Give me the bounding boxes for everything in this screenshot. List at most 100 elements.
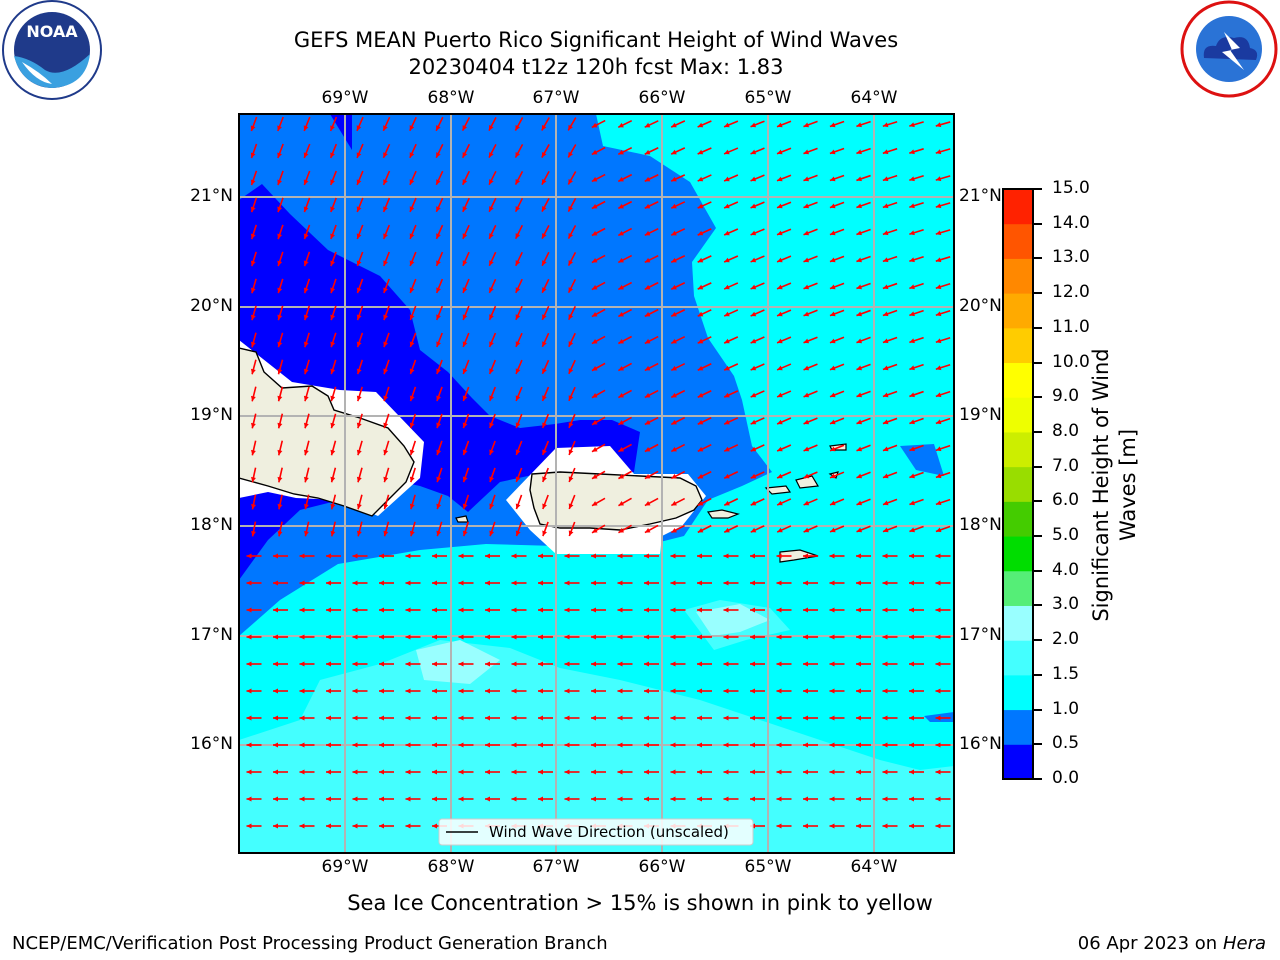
wave-direction-arrow <box>379 553 394 559</box>
wave-direction-arrow <box>935 363 951 371</box>
wave-direction-arrow <box>829 228 845 236</box>
wave-direction-arrow <box>409 116 417 132</box>
wave-direction-arrow <box>935 121 951 128</box>
wave-direction-arrow <box>330 278 337 294</box>
wave-direction-arrow <box>277 440 284 456</box>
wave-direction-arrow <box>829 417 845 425</box>
wave-direction-arrow <box>383 386 390 402</box>
wave-direction-arrow <box>485 715 500 721</box>
colorbar-level-label: 10.0 <box>1052 351 1090 372</box>
wave-direction-arrow <box>697 688 712 694</box>
wave-direction-arrow <box>246 742 262 748</box>
wave-direction-arrow <box>511 607 527 613</box>
wave-direction-arrow <box>330 305 337 321</box>
wave-direction-arrow <box>723 444 739 452</box>
wave-direction-arrow <box>299 769 315 775</box>
wave-direction-arrow <box>723 390 739 398</box>
wave-direction-arrow <box>909 444 924 452</box>
wave-direction-arrow <box>856 471 871 479</box>
wave-direction-arrow <box>485 580 500 586</box>
colorbar-level-label: 5.0 <box>1052 525 1080 546</box>
wave-direction-arrow <box>405 715 421 721</box>
wave-direction-arrow <box>909 823 924 829</box>
wave-direction-arrow <box>856 525 871 533</box>
wave-direction-arrow <box>935 309 951 317</box>
wave-direction-arrow <box>246 769 262 775</box>
wave-direction-arrow <box>568 413 576 429</box>
wave-direction-arrow <box>462 521 470 537</box>
wave-direction-arrow <box>277 278 284 294</box>
wave-direction-arrow <box>541 278 550 294</box>
lat-tick-left: 16°N <box>190 734 233 754</box>
wave-direction-arrow <box>383 494 390 510</box>
wave-direction-arrow <box>409 413 417 429</box>
wave-direction-arrow <box>246 553 262 559</box>
wave-direction-arrow <box>591 580 606 586</box>
wave-direction-arrow <box>409 224 417 240</box>
wave-direction-arrow <box>250 386 257 402</box>
wave-direction-arrow <box>326 769 341 775</box>
lon-tick-top: 64°W <box>850 88 898 108</box>
wave-direction-arrow <box>432 769 447 775</box>
wave-direction-arrow <box>670 661 686 667</box>
wave-direction-arrow <box>409 467 416 483</box>
wave-direction-arrow <box>379 607 394 613</box>
wave-direction-arrow <box>617 769 633 775</box>
wave-direction-arrow <box>644 580 659 586</box>
wave-direction-arrow <box>591 796 606 802</box>
wave-direction-arrow <box>303 143 311 159</box>
wave-direction-arrow <box>909 742 924 748</box>
wave-direction-arrow <box>299 607 315 613</box>
wave-direction-arrow <box>436 332 443 348</box>
wave-direction-arrow <box>935 525 951 533</box>
wave-direction-arrow <box>723 742 739 748</box>
wave-direction-arrow <box>326 715 341 721</box>
wave-direction-arrow <box>776 228 792 236</box>
wave-direction-arrow <box>485 769 500 775</box>
colorbar-title-line2: Waves [m] <box>1116 428 1140 542</box>
wave-direction-arrow <box>776 742 792 748</box>
wave-direction-arrow <box>489 440 496 456</box>
land-virgin-islands <box>764 485 792 495</box>
wave-direction-arrow <box>515 521 523 537</box>
wave-direction-arrow <box>409 305 417 321</box>
wave-direction-arrow <box>538 580 553 586</box>
wave-direction-arrow <box>750 120 765 128</box>
wave-direction-arrow <box>462 197 470 213</box>
wave-direction-arrow <box>882 823 898 829</box>
colorbar-band <box>1003 293 1033 329</box>
wave-direction-arrow <box>882 580 898 586</box>
wave-direction-arrow <box>697 634 712 640</box>
wave-direction-arrow <box>644 443 659 453</box>
wave-direction-arrow <box>432 607 447 613</box>
wave-direction-arrow <box>829 444 845 452</box>
wave-direction-arrow <box>882 255 898 263</box>
wave-direction-arrow <box>515 494 523 510</box>
wave-direction-arrow <box>356 386 364 402</box>
wave-direction-arrow <box>670 120 686 128</box>
wave-direction-arrow <box>462 494 470 510</box>
wave-direction-arrow <box>436 413 443 429</box>
wave-direction-arrow <box>564 688 580 694</box>
wave-direction-arrow <box>723 147 739 155</box>
wave-direction-arrow <box>697 715 712 721</box>
wave-direction-arrow <box>618 362 632 372</box>
lat-tick-right: 21°N <box>959 186 1002 206</box>
lon-tick-top: 67°W <box>532 88 580 108</box>
wave-direction-arrow <box>515 332 523 348</box>
wave-direction-arrow <box>462 386 470 402</box>
wave-direction-arrow <box>591 470 606 480</box>
wave-direction-arrow <box>670 147 686 155</box>
wave-direction-arrow <box>330 197 337 213</box>
wave-direction-arrow <box>882 634 898 640</box>
wave-direction-arrow <box>776 363 792 371</box>
wave-direction-arrow <box>432 634 447 640</box>
colorbar-band <box>1003 674 1033 711</box>
wave-direction-arrow <box>564 769 580 775</box>
wave-direction-arrow <box>750 769 765 775</box>
wave-direction-arrow <box>644 769 659 775</box>
wave-direction-arrow <box>644 470 659 480</box>
wave-direction-arrow <box>538 607 553 613</box>
wave-direction-arrow <box>697 524 712 534</box>
wave-direction-arrow <box>409 143 417 159</box>
